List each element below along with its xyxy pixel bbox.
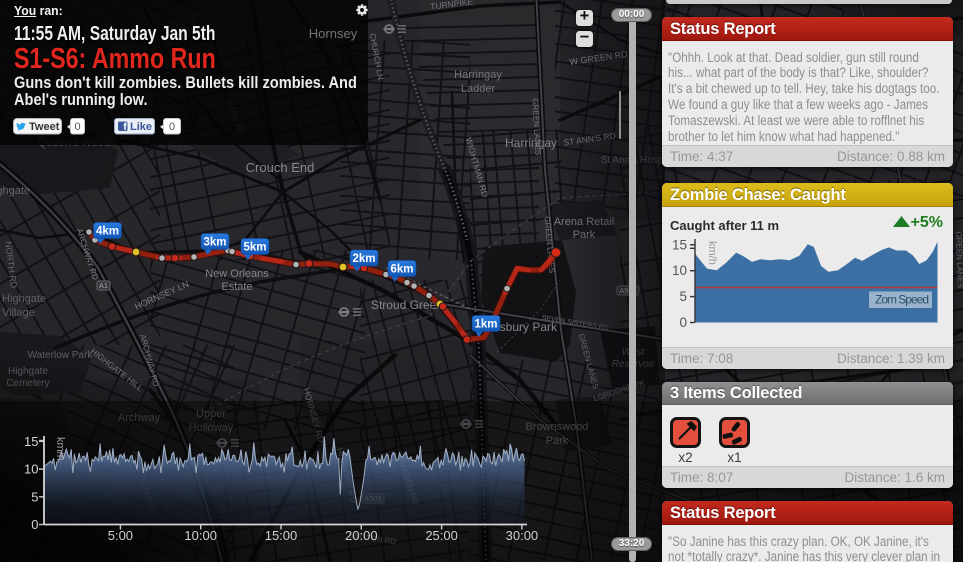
svg-text:15:00: 15:00 [265,528,298,543]
svg-text:f: f [123,121,127,133]
svg-text:Like: Like [130,121,152,133]
svg-text:10:00: 10:00 [184,528,217,543]
svg-text:km/h: km/h [54,437,66,461]
svg-text:25:00: 25:00 [425,528,458,543]
svg-text:5:00: 5:00 [108,528,133,543]
svg-text:5km: 5km [243,242,266,254]
svg-text:15: 15 [24,434,38,449]
svg-text:Tweet: Tweet [29,121,60,133]
svg-text:6km: 6km [390,264,413,276]
svg-text:4km: 4km [96,226,119,238]
svg-text:20:00: 20:00 [345,528,378,543]
svg-text:0: 0 [74,121,80,133]
svg-text:0: 0 [31,517,38,532]
svg-text:1km: 1km [474,319,497,331]
svg-text:0: 0 [169,121,175,133]
svg-text:5: 5 [31,489,38,504]
svg-text:10: 10 [24,462,38,477]
svg-text:2km: 2km [352,253,375,265]
svg-text:30:00: 30:00 [506,528,539,543]
svg-text:Hornsey: Hornsey [309,26,358,41]
svg-text:3km: 3km [203,237,226,249]
